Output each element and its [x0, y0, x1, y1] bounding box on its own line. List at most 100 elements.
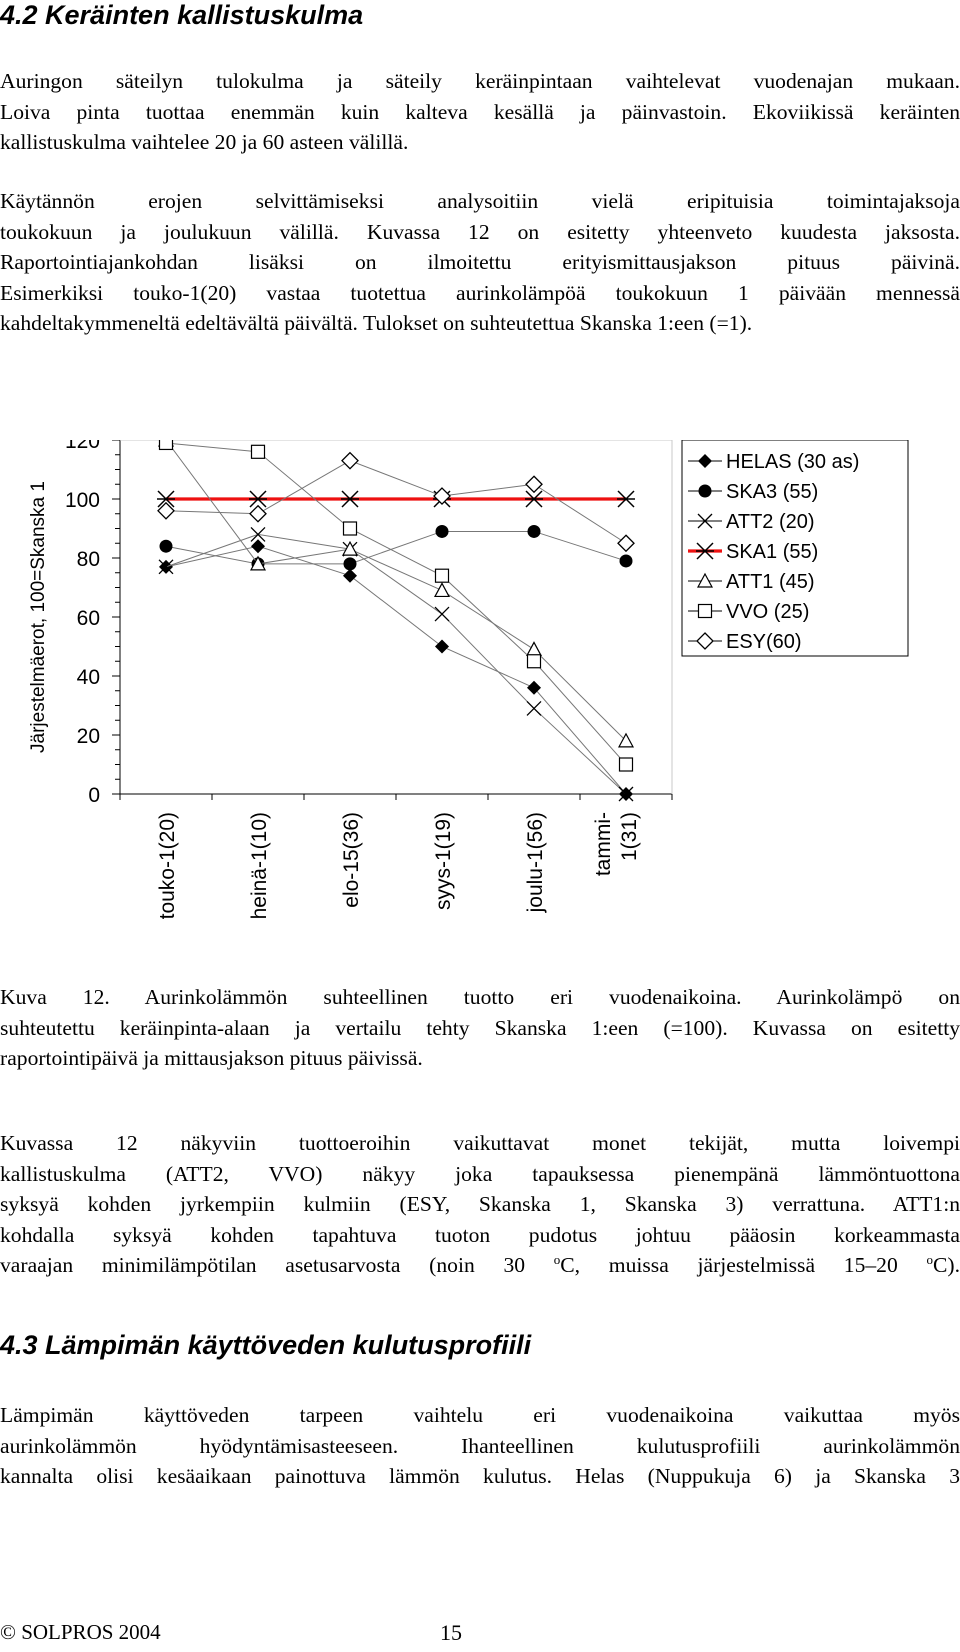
legend-item: ATT1 (45): [688, 571, 815, 593]
series-ska1-55: [157, 490, 635, 508]
text-line: Lämpimän käyttöveden tarpeen vaihtelu er…: [0, 1403, 960, 1427]
legend-label: ATT2 (20): [726, 511, 815, 533]
y-tick-label: 80: [77, 548, 100, 571]
series-helas-30-as: [159, 539, 633, 801]
marker-x: [526, 700, 542, 716]
text-line: kannalta olisi kesäaikaan painottuva läm…: [0, 1464, 960, 1489]
marker-square: [618, 757, 634, 772]
marker-star: [525, 490, 543, 508]
text-line: Loiva pinta tuottaa enemmän kuin kalteva…: [0, 99, 960, 124]
text-run: C).: [932, 1253, 960, 1278]
footer-copyright: © SOLPROS 2004: [0, 1620, 161, 1644]
marker-diamond-open: [157, 501, 175, 520]
marker-diamond-open: [249, 504, 267, 523]
legend-item: SKA1 (55): [688, 541, 818, 563]
series-line: [165, 545, 627, 795]
legend-label: ATT1 (45): [726, 571, 815, 593]
x-tick-label-line: elo-15(36): [340, 812, 363, 908]
text-line: Esimerkiksi touko-1(20) vastaa tuotettua…: [0, 280, 960, 305]
text-line: syksyä kohden jyrkempiin kulmiin (ESY, S…: [0, 1192, 960, 1217]
text-line: kahdeltakymmeneltä edeltävältä päivältä.…: [0, 311, 753, 336]
marker-diamond-open: [525, 475, 543, 494]
x-tick-label-line: syys-1(19): [432, 812, 455, 910]
marker-triangle: [249, 555, 267, 571]
superscript: o: [553, 1252, 561, 1268]
legend-label: HELAS (30 as): [726, 451, 859, 473]
legend-label: SKA1 (55): [726, 541, 818, 563]
legend-label: ESY(60): [726, 631, 802, 653]
text-line: varaajan minimilämpötilan asetusarvosta …: [0, 1250, 960, 1281]
y-tick-label: 60: [77, 607, 100, 630]
marker-square: [158, 440, 174, 451]
marker-circle: [698, 484, 712, 498]
x-tick-label: syys-1(19): [432, 812, 455, 910]
page-number: 15: [440, 1620, 462, 1645]
legend-item: VVO (25): [688, 601, 809, 623]
marker-x: [697, 513, 713, 529]
text-run: C, muissa järjestelmissä 15–20: [560, 1253, 927, 1278]
marker-star: [696, 542, 714, 560]
text-line: kohdalla syksyä kohden tapahtuva tuoton …: [0, 1222, 960, 1247]
marker-star: [341, 490, 359, 508]
marker-square: [250, 444, 266, 459]
series-att2-20: [158, 526, 634, 802]
x-axis: touko-1(20) heinä-1(10) elo-15(36) syys-1(1…: [119, 440, 673, 919]
text-line: Kuvassa 12 näkyviin tuottoeroihin vaikut…: [0, 1131, 960, 1155]
marker-diamond: [435, 639, 449, 654]
x-tick-label-line: joulu-1(56): [524, 812, 547, 913]
legend-item: ESY(60): [688, 631, 802, 653]
section-title-4-3: 4.3 Lämpimän käyttöveden kulutusprofiili: [0, 1330, 532, 1360]
x-tick-label: joulu-1(56): [524, 812, 547, 913]
marker-square: [342, 521, 358, 536]
marker-diamond-open: [617, 534, 635, 553]
superscript: o: [926, 1252, 933, 1268]
marker-diamond-open: [696, 632, 714, 650]
marker-circle: [159, 539, 173, 553]
paragraph-consumption: Lämpimän käyttöveden tarpeen vaihtelu er…: [0, 1400, 960, 1492]
figure-caption: Kuva 12. Aurinkolämmön suhteellinen tuot…: [0, 982, 960, 1074]
paragraph-discussion: Kuvassa 12 näkyviin tuottoeroihin vaikut…: [0, 1128, 960, 1281]
marker-triangle: [525, 641, 543, 657]
series-vvo-25: [158, 440, 634, 772]
text-line: raportointipäivä ja mittausjakson pituus…: [0, 1046, 423, 1071]
x-tick-label: heinä-1(10): [248, 812, 271, 919]
series-line: [165, 460, 627, 544]
legend-item: ATT2 (20): [688, 511, 815, 533]
marker-x: [250, 526, 266, 542]
marker-triangle: [617, 732, 635, 748]
section-title-4-2: 4.2 Keräinten kallistuskulma: [0, 0, 364, 30]
legend-box: [681, 440, 909, 657]
text-line: suhteutettu keräinpinta-alaan ja vertail…: [0, 1015, 960, 1040]
marker-circle: [343, 557, 357, 571]
text-line: Auringon säteilyn tulokulma ja säteily k…: [0, 69, 960, 93]
marker-diamond: [343, 568, 357, 583]
marker-x: [618, 786, 634, 802]
series-line: [165, 533, 627, 795]
paragraph-intro: Auringon säteilyn tulokulma ja säteily k…: [0, 66, 960, 158]
marker-circle: [619, 554, 633, 568]
series-esy-60: [157, 451, 635, 553]
paragraph-analysis: Käytännön erojen selvittämiseksi analyso…: [0, 186, 960, 339]
marker-square: [526, 654, 542, 669]
y-axis-label: Järjestelmäerot, 100=Skanska 1: [28, 481, 49, 753]
x-tick-label-line: tammi-: [592, 812, 615, 876]
text-line: Raportointiajankohdan lisäksi on ilmoite…: [0, 250, 960, 275]
y-tick-label: 120: [65, 440, 100, 453]
chart-relative-yield: 0 20 40 60 80 100 120 touko-1(20) heinä-1(10) el…: [28, 440, 909, 919]
marker-diamond: [698, 454, 712, 468]
marker-diamond: [251, 539, 265, 554]
marker-circle: [435, 524, 449, 538]
text-run: varaajan minimilämpötilan asetusarvosta …: [0, 1253, 554, 1278]
y-tick-label: 0: [88, 784, 100, 807]
y-tick-label: 100: [65, 489, 100, 512]
y-tick-label: 40: [77, 666, 100, 689]
legend-label: SKA3 (55): [726, 481, 818, 503]
text-line: toukokuun ja joulukuun välillä. Kuvassa …: [0, 219, 960, 244]
y-tick-label: 20: [77, 725, 100, 748]
marker-star: [157, 490, 175, 508]
x-tick-label: tammi- 1(31): [592, 812, 641, 876]
marker-circle: [527, 524, 541, 538]
series-ska3-55: [159, 524, 633, 571]
text-line: kallistuskulma (ATT2, VVO) näkyy joka ta…: [0, 1161, 960, 1186]
x-tick-label-line: heinä-1(10): [248, 812, 271, 919]
